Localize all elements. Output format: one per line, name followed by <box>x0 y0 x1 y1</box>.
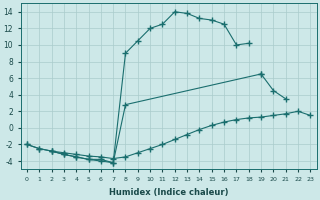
X-axis label: Humidex (Indice chaleur): Humidex (Indice chaleur) <box>109 188 228 197</box>
